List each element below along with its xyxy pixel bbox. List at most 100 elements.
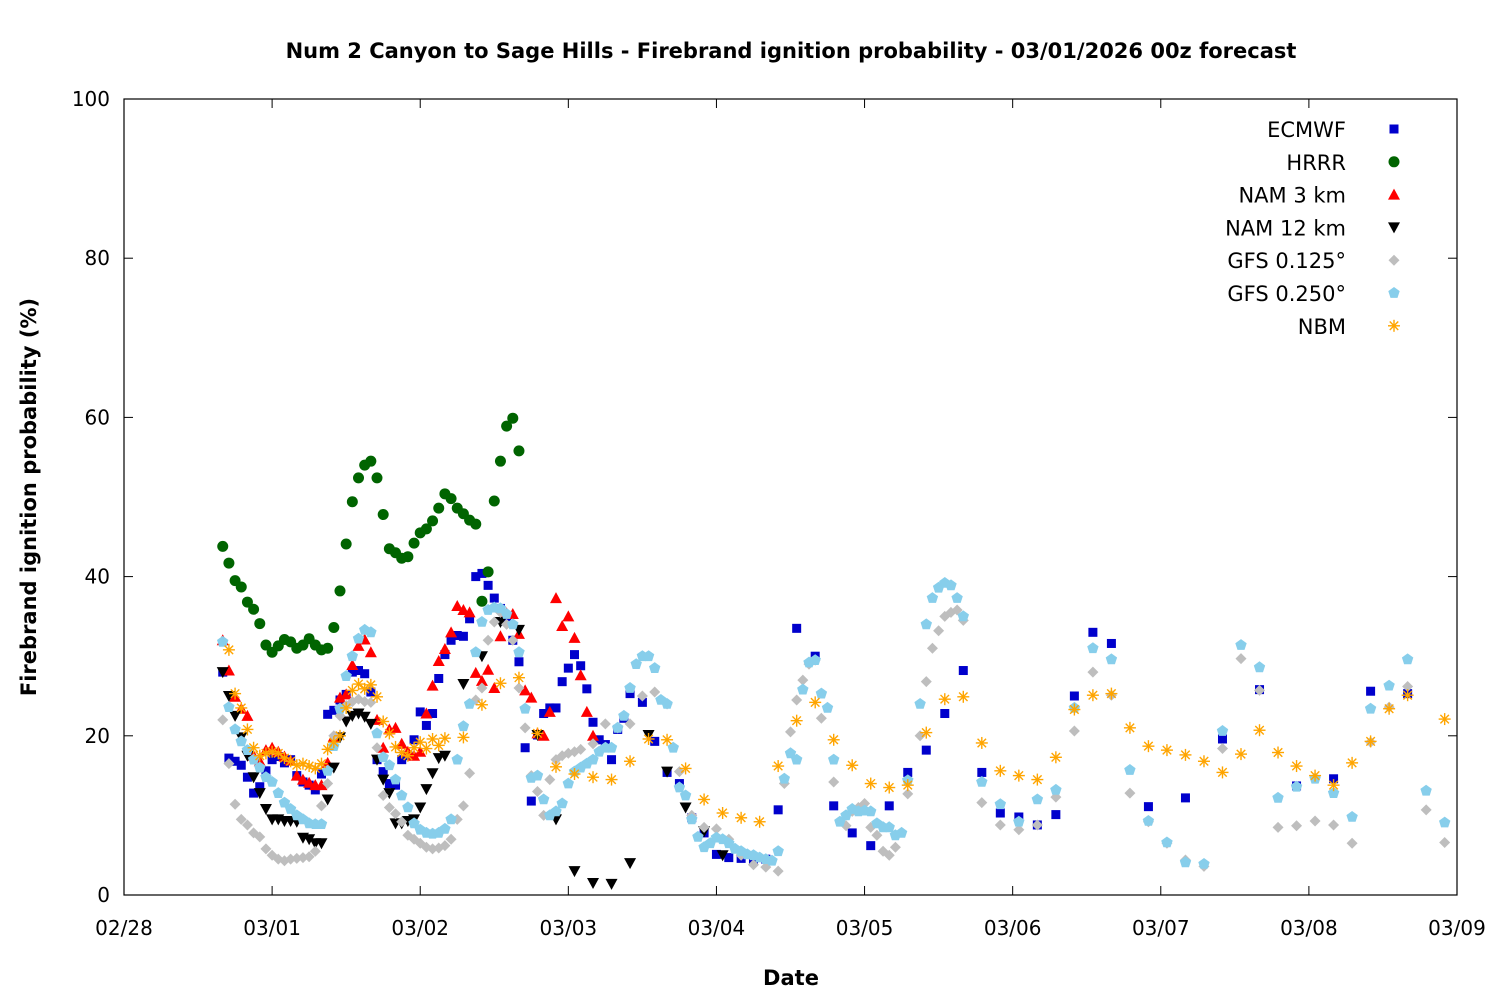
data-point <box>439 840 451 852</box>
data-point <box>446 635 456 645</box>
data-point <box>933 625 945 637</box>
data-point <box>637 697 647 707</box>
data-point <box>261 766 271 776</box>
data-point <box>420 784 433 796</box>
data-point <box>520 743 530 753</box>
data-point <box>679 802 692 814</box>
data-point <box>284 755 297 768</box>
data-point <box>1013 815 1025 827</box>
data-point <box>1124 787 1136 799</box>
data-point <box>895 826 908 838</box>
legend-label: NAM 3 km <box>1238 184 1346 208</box>
data-point <box>340 701 353 714</box>
data-point <box>321 794 334 806</box>
data-point <box>1123 721 1136 734</box>
x-tick-label: 03/03 <box>540 916 598 940</box>
data-point <box>1366 686 1376 696</box>
data-point <box>519 684 532 696</box>
data-point <box>501 420 513 432</box>
data-point <box>920 676 932 688</box>
data-point <box>903 767 913 777</box>
data-point <box>1438 713 1451 726</box>
data-point <box>1198 858 1210 869</box>
data-point <box>463 606 476 618</box>
y-tick-label: 80 <box>85 246 110 270</box>
data-point <box>557 677 567 687</box>
data-point <box>427 515 439 527</box>
legend-marker-icon <box>1388 287 1400 298</box>
y-tick-label: 60 <box>85 405 110 429</box>
data-point <box>1420 804 1432 816</box>
data-point <box>377 774 390 786</box>
data-point <box>1086 689 1099 702</box>
data-point <box>587 738 599 750</box>
data-point <box>364 646 377 658</box>
data-point <box>235 581 247 593</box>
data-point <box>470 518 482 530</box>
data-point <box>475 698 488 711</box>
data-point <box>457 731 470 744</box>
data-point <box>938 693 951 706</box>
data-point <box>353 472 365 484</box>
data-point <box>625 689 635 699</box>
legend-marker-icon <box>1389 124 1399 134</box>
data-point <box>773 805 783 815</box>
data-point <box>889 841 901 853</box>
data-point <box>315 838 328 850</box>
data-point <box>426 679 439 691</box>
data-point <box>531 769 544 781</box>
data-point <box>235 735 247 747</box>
data-point <box>1031 773 1044 786</box>
data-point <box>525 691 538 703</box>
y-axis-label: Firebrand ignition probability (%) <box>17 298 41 696</box>
data-point <box>821 701 834 713</box>
data-point <box>364 678 377 691</box>
data-point <box>562 610 575 622</box>
data-point <box>1327 787 1340 798</box>
data-point <box>766 854 778 866</box>
data-point <box>797 683 809 695</box>
data-point <box>847 828 857 838</box>
data-point <box>1088 627 1098 637</box>
data-point <box>661 766 674 778</box>
legend-marker-icon <box>1388 319 1400 332</box>
x-tick-label: 03/09 <box>1428 916 1486 940</box>
data-point <box>1272 821 1284 833</box>
data-point <box>223 557 235 569</box>
data-point <box>333 729 346 742</box>
data-point <box>772 865 784 877</box>
data-point <box>390 808 402 820</box>
data-point <box>1068 725 1080 737</box>
data-point <box>1383 702 1396 715</box>
data-point <box>315 757 328 770</box>
data-point <box>488 616 500 628</box>
data-point <box>420 707 433 719</box>
data-point <box>716 807 729 820</box>
data-point <box>408 817 420 829</box>
data-point <box>976 776 988 787</box>
data-point <box>488 495 500 507</box>
y-tick-label: 20 <box>85 724 110 748</box>
x-tick-label: 03/01 <box>243 916 301 940</box>
data-point <box>537 793 550 805</box>
data-point <box>1160 744 1173 757</box>
data-point <box>1346 837 1358 849</box>
data-point <box>568 768 581 781</box>
data-point <box>321 743 334 756</box>
data-point <box>1309 815 1321 827</box>
legend-label: NAM 12 km <box>1225 216 1346 240</box>
data-point <box>396 816 408 828</box>
data-point <box>377 751 389 763</box>
data-point <box>1124 764 1136 775</box>
data-point <box>253 788 266 800</box>
data-point <box>1087 642 1099 654</box>
data-point <box>235 701 248 714</box>
data-point <box>1106 638 1116 648</box>
data-point <box>340 538 352 550</box>
data-point <box>957 690 970 703</box>
data-point <box>829 801 839 811</box>
data-point <box>352 708 365 720</box>
data-point <box>790 714 803 727</box>
data-point <box>322 778 334 790</box>
data-point <box>230 756 240 766</box>
